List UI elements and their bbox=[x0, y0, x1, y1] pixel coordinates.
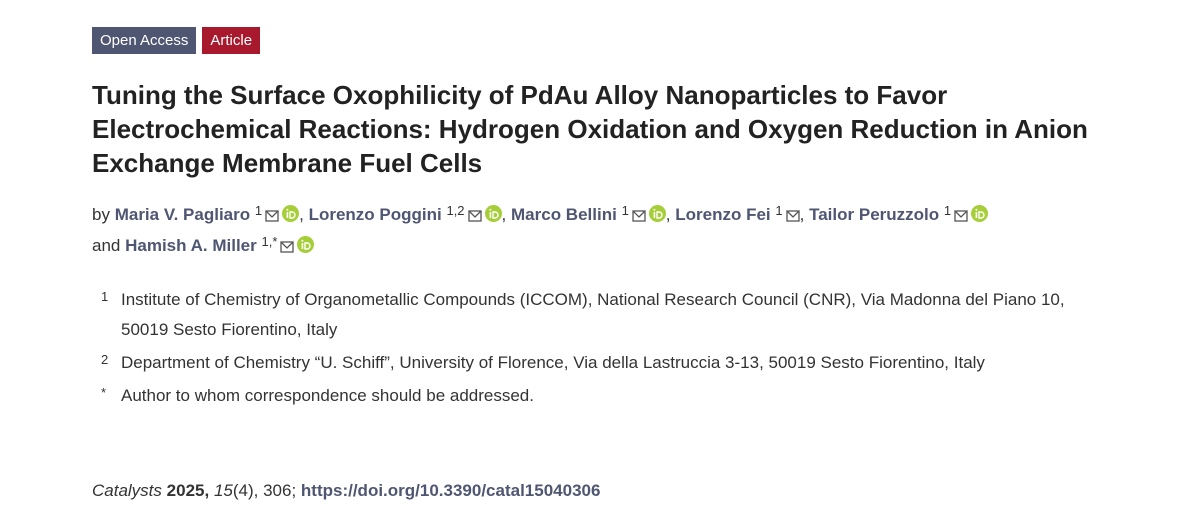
affiliation-mark: 1 bbox=[101, 289, 109, 304]
conjunction: and bbox=[92, 236, 121, 255]
doi-link[interactable]: https://doi.org/10.3390/catal15040306 bbox=[300, 481, 601, 500]
author-name[interactable]: Lorenzo Poggini bbox=[308, 205, 442, 224]
affiliation: * Author to whom correspondence should be… bbox=[92, 381, 1092, 411]
authors: by Maria V. Pagliaro 1, Lorenzo Poggini … bbox=[92, 200, 992, 262]
orcid-icon[interactable] bbox=[971, 202, 989, 231]
affiliation-ref: 1 bbox=[621, 203, 629, 218]
orcid-icon[interactable] bbox=[282, 202, 300, 231]
badge[interactable]: Article bbox=[202, 27, 261, 54]
separator: , bbox=[799, 205, 805, 224]
orcid-icon[interactable] bbox=[297, 233, 315, 262]
journal[interactable]: Catalysts bbox=[92, 481, 162, 500]
email-icon[interactable] bbox=[632, 202, 646, 231]
email-icon[interactable] bbox=[467, 202, 482, 231]
affiliation-text: Author to whom correspondence should be … bbox=[121, 386, 534, 405]
affiliation-mark: 2 bbox=[101, 352, 109, 367]
affiliation-mark: * bbox=[101, 385, 107, 400]
badge[interactable]: Open Access bbox=[92, 27, 197, 54]
issue-pages: (4), 306; bbox=[232, 481, 297, 500]
affiliation-ref: 1 bbox=[254, 203, 263, 218]
separator: , bbox=[299, 205, 304, 224]
article-title: Tuning the Surface Oxophilicity of PdAu … bbox=[92, 80, 1088, 178]
affiliation-ref: 1 bbox=[775, 203, 783, 218]
affiliations: 1 Institute of Chemistry of Organometalli… bbox=[92, 285, 1092, 414]
affiliation-ref: 1,* bbox=[261, 234, 278, 249]
orcid-icon[interactable] bbox=[648, 202, 666, 231]
affiliation-text: Institute of Chemistry of Organometallic… bbox=[121, 290, 1065, 339]
author-name[interactable]: Maria V. Pagliaro bbox=[114, 205, 251, 224]
separator: , bbox=[501, 205, 507, 224]
affiliation: 2 Department of Chemistry “U. Schiff”, Un… bbox=[92, 348, 1092, 378]
affiliation: 1 Institute of Chemistry of Organometalli… bbox=[92, 285, 1092, 345]
author-name[interactable]: Tailor Peruzzolo bbox=[809, 205, 940, 224]
affiliation-ref: 1,2 bbox=[446, 203, 465, 218]
affiliation-ref: 1 bbox=[943, 203, 952, 218]
author-name[interactable]: Marco Bellini bbox=[511, 205, 617, 224]
badges: Open Access Article bbox=[92, 27, 261, 54]
author-name[interactable]: Hamish A. Miller bbox=[125, 236, 257, 255]
volume: 15 bbox=[213, 481, 233, 500]
author-name[interactable]: Lorenzo Fei bbox=[675, 205, 771, 224]
separator: , bbox=[665, 205, 671, 224]
email-icon[interactable] bbox=[280, 233, 295, 262]
email-icon[interactable] bbox=[265, 202, 279, 231]
authors-prefix: by bbox=[92, 205, 110, 224]
orcid-icon[interactable] bbox=[484, 202, 502, 231]
affiliation-text: Department of Chemistry “U. Schiff”, Uni… bbox=[121, 353, 985, 372]
email-icon[interactable] bbox=[954, 202, 968, 231]
email-icon[interactable] bbox=[785, 202, 800, 231]
citation: Catalysts 2025, 15(4), 306; https://doi.… bbox=[92, 481, 600, 501]
year: 2025, bbox=[166, 481, 210, 500]
